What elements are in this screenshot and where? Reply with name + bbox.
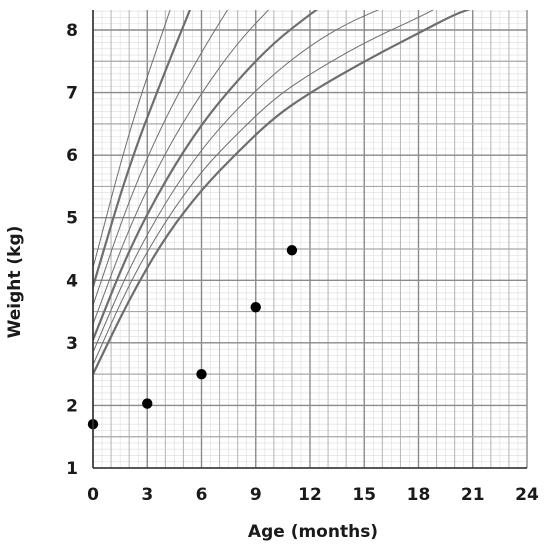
- reference-curve: [93, 10, 319, 341]
- reference-curve: [93, 10, 171, 269]
- reference-curve: [93, 10, 270, 325]
- reference-curve: [93, 10, 192, 288]
- data-point: [250, 301, 261, 313]
- y-tick-label: 4: [66, 271, 78, 291]
- data-point: [142, 398, 153, 409]
- x-axis-ticks: 0 3 6 9 12 15 18 21 24: [87, 485, 539, 505]
- y-tick-label: 6: [66, 146, 78, 166]
- x-tick-label: 6: [196, 485, 208, 505]
- y-axis-ticks: 1 2 3 4 5 6 7 8: [66, 21, 78, 479]
- data-point: [286, 245, 298, 256]
- x-axis-title: Age (months): [248, 522, 378, 542]
- y-tick-label: 7: [66, 84, 78, 104]
- data-point: [196, 368, 207, 380]
- x-tick-label: 3: [141, 485, 153, 505]
- x-tick-label: 21: [461, 485, 485, 505]
- y-tick-label: 5: [66, 209, 78, 229]
- reference-curves: [93, 10, 471, 376]
- x-tick-label: 0: [87, 485, 99, 505]
- x-tick-label: 12: [298, 485, 322, 505]
- y-axis-title: Weight (kg): [5, 226, 25, 339]
- y-tick-label: 2: [66, 396, 78, 416]
- reference-curve: [93, 10, 380, 353]
- y-tick-label: 3: [66, 334, 78, 354]
- x-tick-label: 24: [515, 485, 539, 505]
- reference-curve: [93, 10, 229, 306]
- y-tick-label: 8: [66, 21, 78, 41]
- reference-curve: [93, 10, 471, 376]
- y-tick-label: 1: [66, 459, 78, 479]
- major-grid: [92, 10, 528, 469]
- x-tick-label: 18: [407, 485, 431, 505]
- x-tick-label: 15: [352, 485, 376, 505]
- x-tick-label: 9: [250, 485, 262, 505]
- reference-curve: [93, 10, 435, 366]
